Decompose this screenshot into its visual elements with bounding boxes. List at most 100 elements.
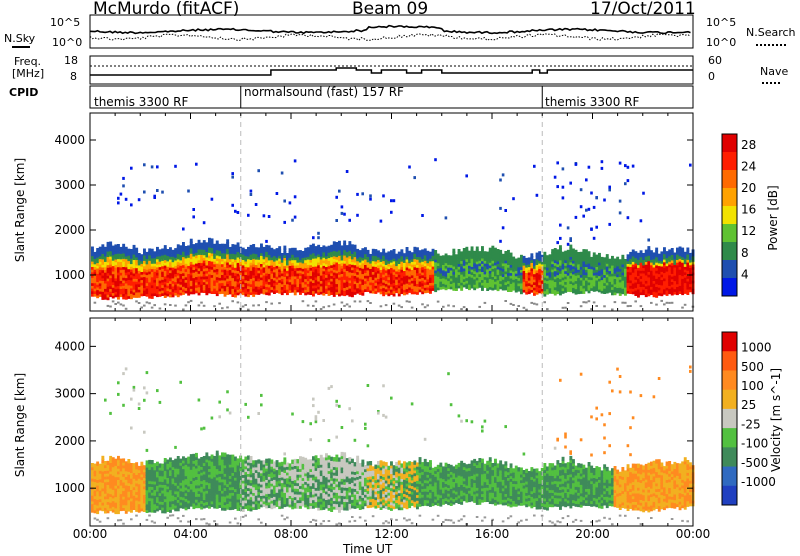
range-gate-cell [510,253,513,257]
range-gate-cell [216,241,219,245]
range-gate-cell [393,249,396,253]
scatter-echo [556,185,559,188]
range-gate-cell [458,249,461,253]
range-gate-cell [104,461,107,465]
range-gate-cell [554,248,557,252]
scatter-echo [122,404,125,407]
scatter-echo [502,226,505,229]
range-gate-cell [273,249,276,253]
range-gate-cell [270,248,273,252]
range-gate-cell [276,248,279,252]
scatter-echo [632,165,635,168]
scatter-echo [122,184,125,187]
range-gate-cell [96,248,99,252]
range-gate-cell [174,248,177,252]
range-gate-cell [211,238,214,242]
scatter-echo [382,194,385,197]
scatter-echo [569,237,572,240]
scatter-echo [408,166,411,169]
scatter-echo [567,243,570,246]
range-gate-cell [434,250,437,254]
ground-clutter [343,305,346,307]
scatter-echo [234,210,237,213]
scatter-echo [559,237,562,240]
range-gate-cell [231,244,234,248]
y-tick-label: 2000 [54,223,85,237]
scatter-echo [120,193,123,196]
range-gate-cell [588,251,591,255]
scatter-echo [211,198,214,201]
scatter-echo [143,431,146,434]
scatter-echo [582,215,585,218]
scatter-echo [125,198,128,201]
range-gate-cell [146,460,149,464]
scatter-echo [146,391,149,394]
ground-clutter [523,307,526,309]
range-gate-cell [198,240,201,244]
range-gate-cell [681,248,684,252]
range-gate-cell [185,246,188,250]
ground-clutter [120,303,123,305]
ground-clutter [603,305,606,307]
range-gate-cell [406,247,409,251]
ground-clutter [213,305,216,307]
range-gate-cell [676,248,679,252]
ground-clutter [385,304,388,306]
ground-clutter [208,523,211,525]
range-gate-cell [320,247,323,251]
scatter-echo [624,182,627,185]
ground-clutter [512,304,515,306]
ground-clutter [153,304,156,306]
scatter-echo [156,389,159,392]
scatter-echo [421,214,424,217]
range-gate-cell [398,252,401,256]
scatter-echo [689,164,692,167]
range-gate-cell [91,247,94,251]
range-gate-cell [208,456,211,460]
range-gate-cell [296,250,299,254]
scatter-echo [156,165,159,168]
ground-clutter [478,306,481,308]
range-gate-cell [260,244,263,248]
ground-clutter [621,302,624,304]
ground-clutter [322,306,325,308]
range-gate-cell [101,456,104,460]
scatter-echo [580,188,583,191]
range-gate-cell [629,252,632,256]
ground-clutter [140,307,143,309]
range-gate-cell [161,464,164,468]
scatter-echo [567,226,570,229]
ground-clutter [564,307,567,309]
scatter-echo [601,160,604,163]
range-gate-cell [190,239,193,243]
ground-clutter [320,308,323,310]
scatter-echo [601,167,604,170]
range-gate-cell [455,254,458,258]
range-gate-cell [432,249,435,253]
range-gate-cell [515,259,518,263]
scatter-echo [143,386,146,389]
scatter-echo [138,403,141,406]
range-gate-cell [637,253,640,257]
scatter-echo [338,190,341,193]
scatter-echo [335,219,338,222]
range-gate-cell [473,251,476,255]
range-gate-cell [369,254,372,258]
range-gate-cell [192,454,195,458]
ground-clutter [408,301,411,303]
scatter-echo [393,199,396,202]
power-heatmap [91,158,695,311]
range-gate-cell [601,257,604,261]
ground-clutter [671,302,674,304]
scatter-echo [130,427,133,430]
range-gate-cell [452,249,455,253]
range-gate-cell [512,257,515,261]
scatter-echo [187,190,190,193]
range-gate-cell [603,257,606,261]
range-gate-cell [335,242,338,246]
range-gate-cell [624,259,627,263]
ground-clutter [226,306,229,308]
range-gate-cell [203,456,206,460]
scatter-echo [146,449,149,452]
scatter-echo [117,197,120,200]
